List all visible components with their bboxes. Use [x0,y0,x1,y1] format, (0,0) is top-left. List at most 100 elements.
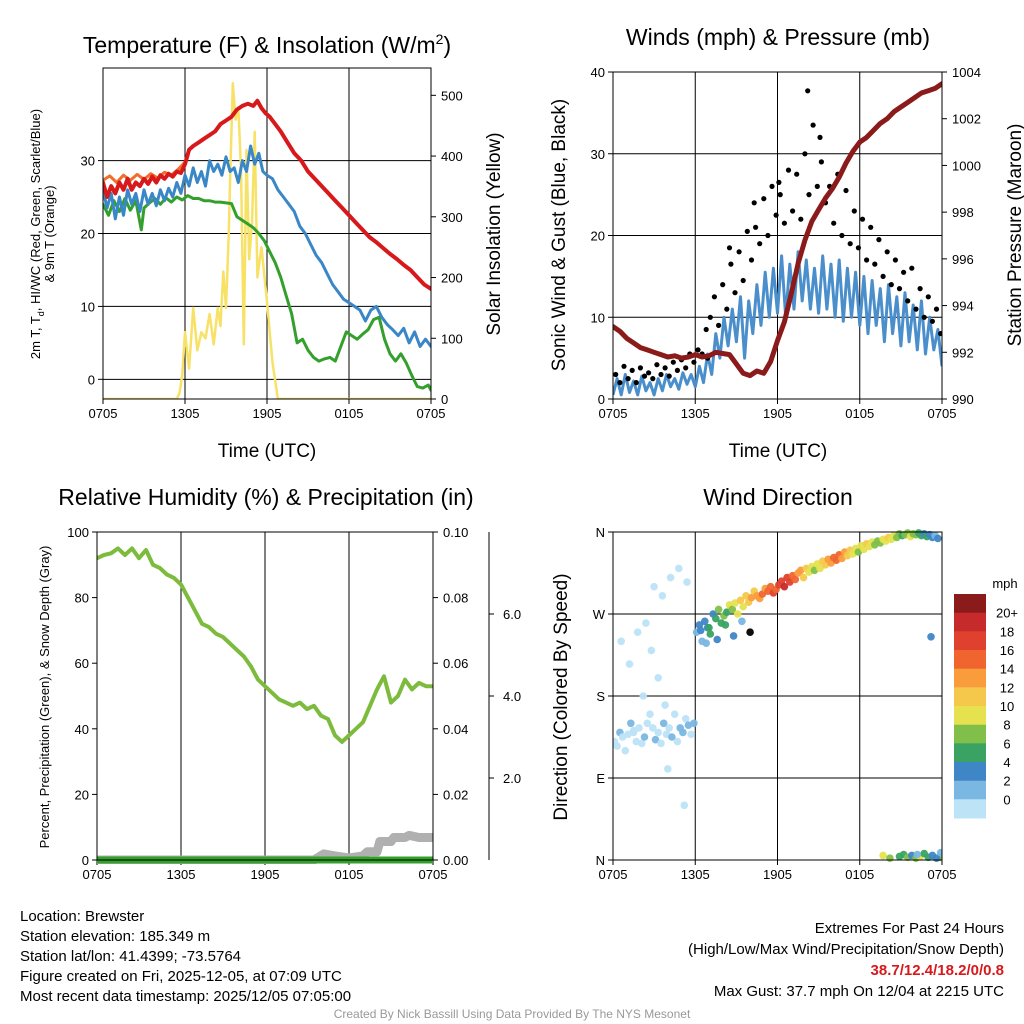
gust-point [674,367,681,373]
gust-point [748,257,755,263]
wind-direction-point [702,639,710,647]
gust-point [814,183,820,189]
gust-point [806,192,812,198]
gust-point [637,365,644,371]
temperature-panel-xlabel: Time (UTC) [218,441,317,462]
extremes-description: (High/Low/Max Wind/Precipitation/Snow De… [688,941,1004,958]
wind-direction-point [729,632,738,640]
colorbar-label: 0 [1003,792,1010,807]
gust-point [773,212,779,218]
wind-direction-panel-xtick-label: 1305 [681,867,710,882]
colorbar-swatch [954,780,986,800]
wind-direction-point [650,582,658,591]
temperature-panel-ytick-label: 30 [81,154,95,169]
colorbar-label: 10 [1000,699,1014,714]
gust-point [805,88,811,94]
humidity-panel-ytick-label: 60 [75,656,89,671]
temperature-panel-xtick-label: 0705 [417,406,446,421]
wind-direction-point [696,626,705,635]
svg-text:& 9m T (Orange): & 9m T (Orange) [42,185,57,282]
wind-panel-ytick-label-right: 1004 [952,65,981,80]
gust-point [818,159,825,165]
gust-point [757,241,763,247]
wind-direction-point [617,637,625,646]
wind-direction-point [633,628,642,636]
colorbar-label: 16 [1000,643,1014,658]
temperature-panel-xtick-label: 0705 [89,406,118,421]
snow-depth-line [97,830,433,864]
colorbar-swatch [954,687,986,707]
wind-panel-ytick-label-right: 994 [952,299,974,314]
wind-panel-ytick-label-right: 1000 [952,158,981,173]
gust-point [880,273,886,279]
humidity-panel-snow-ytick-label-right: 4.0 [503,689,521,704]
wind-direction-point [755,0,763,4]
temperature-panel-ylabel-right: Solar Insolation (Yellow) [484,132,505,335]
gust-point [868,224,874,230]
wind-direction-point [638,739,646,748]
humidity-panel-snow-ytick-label-right: 6.0 [503,607,521,622]
wind-direction-point [621,746,630,755]
wind-direction-point [670,710,679,718]
gust-point [621,363,627,369]
wind-direction-point [713,635,721,644]
wind-direction-point [659,719,668,728]
gust-point [776,179,782,185]
wind-direction-point [701,617,709,626]
gust-point [654,362,660,368]
wind-panel-ytick-label: 40 [591,65,605,80]
colorbar-unit: mph [992,576,1017,591]
gust-point [670,359,676,365]
gust-point [617,380,623,386]
gust-point [633,380,639,386]
credit-line: Created By Nick Bassill Using Data Provi… [333,1007,691,1021]
wind-direction-point [886,854,894,862]
gust-point [855,245,862,251]
wind-direction-point [733,610,742,618]
colorbar-swatch [954,631,986,651]
colorbar-swatch [954,799,986,819]
gust-point [732,290,738,296]
wind-direction-point [673,737,682,746]
2m-temperature-line [103,98,431,291]
humidity-panel-snow-ytick-label-right: 2.0 [503,771,521,786]
wind-panel-ytick-label: 10 [591,310,605,325]
wind-direction-point [625,660,634,668]
gust-point [761,196,767,202]
humidity-panel-ytick-label-right: 0.02 [443,787,468,802]
gust-point [716,322,722,328]
gust-point [905,298,911,304]
gust-point [909,265,915,271]
recent-data-timestamp: Most recent data timestamp: 2025/12/05 0… [20,988,352,1005]
gust-point [740,277,746,284]
station-location: Location: Brewster [20,908,145,925]
temperature-panel-ytick-label-right: 300 [441,210,463,225]
gust-point [817,134,823,140]
gust-point [629,367,635,373]
wind-direction-point [780,582,789,591]
wind-direction-panel-xtick-label: 0705 [928,867,957,882]
wind-direction-point [705,623,713,632]
wind-direction-point [739,602,747,611]
humidity-panel-ytick-label: 0 [82,853,89,868]
wind-direction-panel-title: Wind Direction [703,484,853,510]
humidity-panel-ytick-label: 20 [75,787,89,802]
extremes-title: Extremes For Past 24 Hours [814,920,1004,937]
wind-direction-point [654,674,662,682]
humidity-panel-ytick-label-right: 0.04 [443,722,468,737]
wind-direction-point [736,596,745,605]
humidity-panel-xtick-label: 0105 [335,867,364,882]
wind-direction-series [613,0,942,862]
temperature-panel-ylabel: 2m T, Td, HI/WC (Red, Green, Scarlet/Blu… [28,109,57,359]
gust-point [785,167,792,173]
extremes-block: Extremes For Past 24 Hours (High/Low/Max… [688,918,1004,1002]
gust-point [769,183,775,189]
extremes-values: 38.7/12.4/18.2/0/0.8 [870,962,1004,979]
wind-panel-xtick-label: 0105 [845,406,874,421]
colorbar-label: 8 [1003,718,1010,733]
gust-point [892,257,899,263]
wind-panel-ytick-label: 20 [591,229,605,244]
wind-panel-xtick-label: 0705 [599,406,628,421]
gust-point [851,208,857,214]
gust-point [613,371,619,378]
